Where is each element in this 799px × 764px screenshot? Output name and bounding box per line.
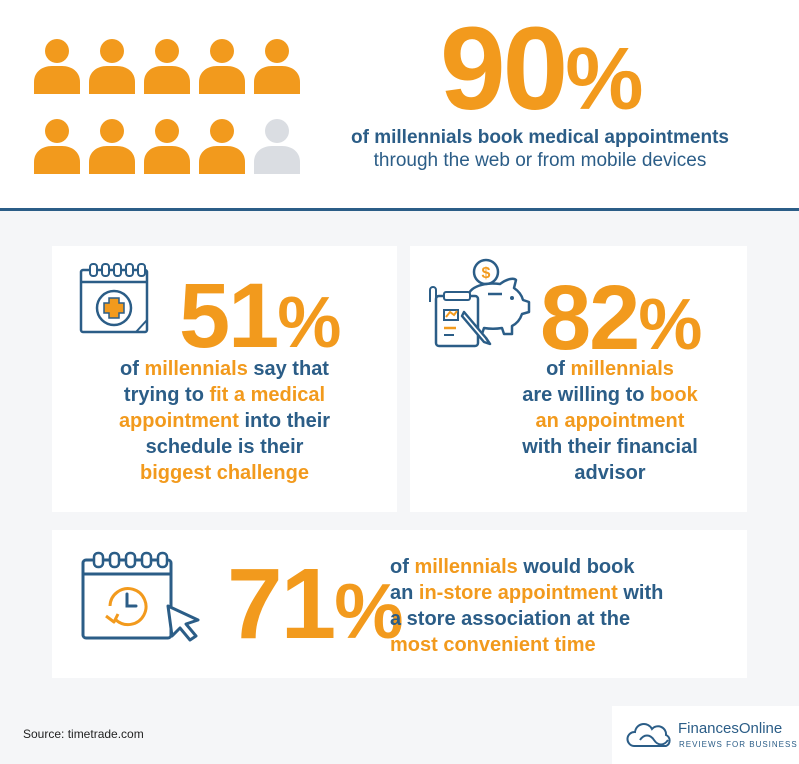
brand-name: FinancesOnline — [678, 720, 783, 737]
person-icon-highlighted — [144, 119, 190, 174]
stat-90-value: 90 — [440, 3, 568, 135]
cloud-logo-icon — [626, 723, 671, 747]
calendar-medical-icon — [79, 263, 149, 334]
stat-82-pct: % — [638, 285, 703, 365]
stat-51-description: of millennials say that trying to fit a … — [118, 358, 331, 484]
stat-71-pct: % — [334, 567, 404, 655]
calendar-clock-icon — [81, 551, 200, 642]
header-panel: 90% of millennials book medical appointm… — [0, 0, 799, 211]
stat-51-value: 51 — [179, 265, 279, 367]
svg-text:$: $ — [482, 265, 491, 282]
stat-51-pct: % — [277, 283, 342, 363]
stat-82-description: of millennials are willing to book an ap… — [522, 358, 698, 484]
stat-51: 51% — [179, 270, 341, 362]
brand-logo: FinancesOnline REVIEWS FOR BUSINESS — [612, 706, 799, 764]
stat-82: 82% — [540, 272, 702, 364]
person-icon-highlighted — [89, 39, 135, 94]
stat-71-value: 71 — [227, 548, 336, 660]
stat-90-description: of millennials book medical appointments… — [300, 126, 780, 172]
person-icon-highlighted — [34, 39, 80, 94]
person-icon-highlighted — [254, 39, 300, 94]
person-icon-highlighted — [199, 39, 245, 94]
person-icon-highlighted — [89, 119, 135, 174]
brand-tagline: REVIEWS FOR BUSINESS — [679, 740, 798, 749]
person-icon-highlighted — [199, 119, 245, 174]
stat-90: 90% — [440, 10, 644, 128]
stat-90-line1: of millennials book medical appointments — [351, 127, 729, 148]
person-icon-muted — [254, 119, 300, 174]
stat-90-pct: % — [565, 29, 644, 128]
card-51: 51% of millennials say that trying to fi… — [52, 246, 397, 512]
people-icon-grid — [32, 38, 302, 178]
person-icon-highlighted — [144, 39, 190, 94]
stat-71: 71% — [227, 554, 404, 654]
card-71: 71% of millennials would book an in-stor… — [52, 530, 747, 678]
person-icon-highlighted — [34, 119, 80, 174]
card-82: $ 82% of millennials are willing to book… — [410, 246, 747, 512]
stat-82-value: 82 — [540, 267, 640, 369]
stat-90-line2: through the web or from mobile devices — [373, 150, 707, 171]
stat-71-description: of millennials would book an in-store ap… — [390, 556, 664, 656]
piggy-bank-icon: $ — [429, 258, 531, 348]
source-credit: Source: timetrade.com — [23, 727, 144, 741]
